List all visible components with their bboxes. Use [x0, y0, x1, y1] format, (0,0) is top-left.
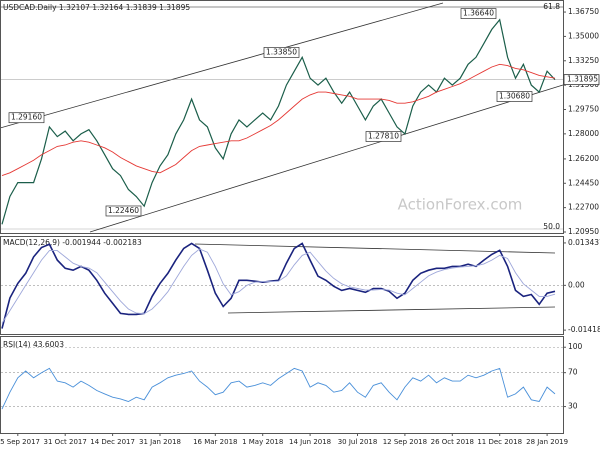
annotation-box [263, 47, 300, 58]
annotation-label: 1.30680 [499, 92, 530, 101]
annotation-box [8, 112, 45, 124]
y-tick-label: 1.20950 [568, 227, 599, 236]
y-tick-label: -0.014187 [568, 325, 600, 334]
x-tick-label: 14 Jun 2018 [289, 438, 331, 446]
channel-line [0, 2, 444, 129]
y-tick-label: 100 [568, 342, 583, 351]
watermark: ActionForex.com [398, 196, 523, 214]
chart-title: USDCAD.Daily 1.32107 1.32164 1.31839 1.3… [3, 3, 190, 12]
annotation-box [460, 8, 497, 19]
y-tick-label: 1.24450 [568, 178, 599, 187]
y-tick-label: 0.00 [568, 280, 585, 289]
x-tick-label: 31 Oct 2017 [44, 438, 87, 446]
annotation-label: 1.27810 [368, 132, 399, 141]
y-tick-label: 1.29750 [568, 104, 599, 113]
x-tick-label: 31 Jan 2018 [139, 438, 181, 446]
x-tick-label: 12 Sep 2018 [383, 438, 427, 446]
x-tick-label: 28 Jan 2019 [526, 438, 568, 446]
annotation-box [365, 131, 402, 142]
channel-line [89, 84, 564, 233]
x-tick-label: 14 Dec 2017 [90, 438, 135, 446]
y-tick-label: 1.28000 [568, 129, 599, 138]
x-tick-label: 1 May 2018 [242, 438, 283, 446]
x-tick-label: 11 Dec 2018 [477, 438, 522, 446]
panel-title: RSI(14) 43.6003 [3, 340, 64, 349]
y-tick-label: 1.26200 [568, 154, 599, 163]
panel-title: MACD(12,26,9) -0.001944 -0.002183 [3, 238, 142, 247]
channel-line [194, 243, 556, 254]
x-tick-label: 16 Mar 2018 [193, 438, 237, 446]
y-tick-label: 30 [568, 402, 578, 411]
y-tick-label: 1.22700 [568, 203, 599, 212]
x-tick-label: 30 Jul 2018 [338, 438, 378, 446]
y-tick-label: 1.35000 [568, 31, 599, 40]
y-tick-label: 1.33250 [568, 56, 599, 65]
annotation-label: 1.36640 [463, 9, 494, 18]
x-tick-label: 26 Oct 2018 [431, 438, 474, 446]
series-line [1, 248, 556, 324]
annotation-label: 1.33850 [266, 47, 297, 56]
last-price-label: 1.31895 [567, 75, 598, 84]
series-line [1, 18, 556, 225]
annotation-box [496, 91, 533, 102]
series-line [1, 367, 556, 410]
annotation-label: 1.22460 [108, 206, 139, 215]
annotation-label: 1.29160 [11, 113, 42, 122]
y-tick-label: 0.013437 [568, 238, 600, 247]
x-tick-label: 15 Sep 2017 [0, 438, 40, 446]
channel-line [227, 306, 556, 314]
panel-frame [0, 336, 564, 434]
y-tick-label: 70 [568, 368, 578, 377]
annotation-box [105, 205, 142, 217]
fib-label: 61.8 [543, 2, 560, 11]
last-price-box [563, 74, 600, 86]
series-line [1, 63, 556, 177]
series-line [1, 242, 556, 329]
y-tick-label: 1.36750 [568, 7, 599, 16]
fib-label: 50.0 [543, 222, 560, 231]
panel-frame [0, 0, 564, 234]
